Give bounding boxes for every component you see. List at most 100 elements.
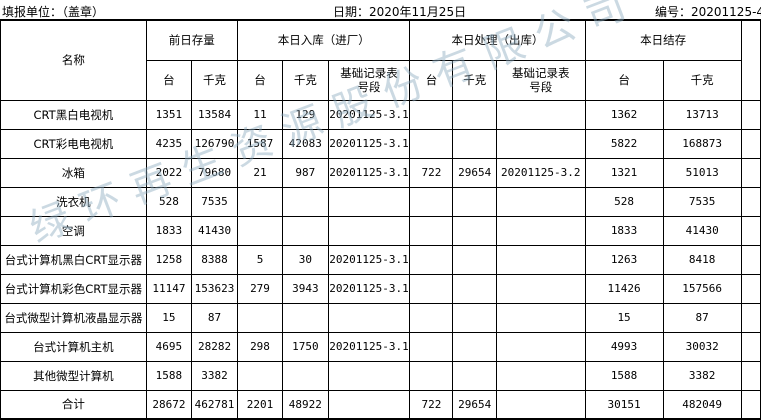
cell-in-kg: 42083 bbox=[282, 128, 329, 159]
cell-name: 台式计算机主机 bbox=[0, 331, 147, 362]
cell-in-record bbox=[327, 186, 411, 217]
table-row: 冰箱 2022 79680 21 987 20201125-3.1 722 29654 2020… bbox=[0, 157, 761, 188]
cell-out-units bbox=[409, 99, 454, 130]
extra-cell bbox=[740, 302, 761, 333]
header-prev-stock: 前日存量 bbox=[145, 19, 238, 61]
header-closing: 本日结存 bbox=[584, 19, 742, 61]
cell-in-units: 2201 bbox=[236, 389, 284, 420]
cell-out-units bbox=[409, 360, 454, 391]
cell-out-kg bbox=[452, 331, 497, 362]
cell-out-units bbox=[409, 244, 454, 275]
table-row: 其他微型计算机 1588 3382 1588 3382 bbox=[0, 360, 761, 391]
extra-column bbox=[740, 19, 761, 101]
cell-out-record bbox=[495, 99, 586, 130]
cell-prev-kg: 87 bbox=[191, 302, 238, 333]
cell-close-kg: 168873 bbox=[662, 128, 742, 159]
table-row: 台式微型计算机液晶显示器 15 87 15 87 bbox=[0, 302, 761, 333]
cell-in-record: 20201125-3.1 bbox=[327, 331, 411, 362]
header-inbound: 本日入库（进厂） bbox=[236, 19, 411, 61]
cell-prev-units: 1258 bbox=[145, 244, 193, 275]
table-row: 空调 1833 41430 1833 41430 bbox=[0, 215, 761, 246]
cell-out-record bbox=[495, 302, 586, 333]
cell-prev-units: 4235 bbox=[145, 128, 193, 159]
cell-prev-units: 1833 bbox=[145, 215, 193, 246]
header-in-units: 台 bbox=[236, 59, 284, 101]
cell-close-kg: 13713 bbox=[662, 99, 742, 130]
cell-in-units: 11 bbox=[236, 99, 284, 130]
cell-name: CRT黑白电视机 bbox=[0, 99, 147, 130]
cell-in-record bbox=[327, 360, 411, 391]
cell-name: 台式计算机黑白CRT显示器 bbox=[0, 244, 147, 275]
cell-in-kg: 30 bbox=[282, 244, 329, 275]
cell-in-units: 298 bbox=[236, 331, 284, 362]
cell-out-kg bbox=[452, 215, 497, 246]
cell-in-kg bbox=[282, 360, 329, 391]
cell-out-record bbox=[495, 360, 586, 391]
cell-in-units bbox=[236, 186, 284, 217]
cell-in-kg: 129 bbox=[282, 99, 329, 130]
extra-cell bbox=[740, 360, 761, 391]
cell-out-record bbox=[495, 244, 586, 275]
header-prev-kg: 千克 bbox=[191, 59, 238, 101]
cell-out-units bbox=[409, 273, 454, 304]
cell-close-kg: 3382 bbox=[662, 360, 742, 391]
cell-out-kg bbox=[452, 186, 497, 217]
form-number-label: 编号：20201125-4.1 bbox=[655, 5, 761, 19]
cell-close-units: 528 bbox=[584, 186, 664, 217]
extra-cell bbox=[740, 215, 761, 246]
table-row: 台式计算机主机 4695 28282 298 1750 20201125-3.1 4993 3… bbox=[0, 331, 761, 362]
cell-prev-kg: 126790 bbox=[191, 128, 238, 159]
cell-in-record bbox=[327, 215, 411, 246]
cell-prev-units: 28672 bbox=[145, 389, 193, 420]
cell-in-units: 21 bbox=[236, 157, 284, 188]
inventory-table: 名称 前日存量 本日入库（进厂） 本日处理（出库） 本日结存 台 千克 台 千克… bbox=[0, 19, 761, 420]
table-row: 台式计算机黑白CRT显示器 1258 8388 5 30 20201125-3.1 1263… bbox=[0, 244, 761, 275]
cell-out-kg: 29654 bbox=[452, 157, 497, 188]
cell-close-kg: 157566 bbox=[662, 273, 742, 304]
cell-prev-units: 528 bbox=[145, 186, 193, 217]
header-name: 名称 bbox=[0, 19, 147, 101]
header-close-units: 台 bbox=[584, 59, 664, 101]
reporting-unit-label: 填报单位：（盖章） bbox=[2, 5, 105, 19]
cell-in-kg bbox=[282, 302, 329, 333]
cell-prev-units: 1351 bbox=[145, 99, 193, 130]
cell-close-units: 5822 bbox=[584, 128, 664, 159]
cell-prev-kg: 153623 bbox=[191, 273, 238, 304]
cell-in-units bbox=[236, 215, 284, 246]
cell-name: 台式微型计算机液晶显示器 bbox=[0, 302, 147, 333]
cell-prev-kg: 3382 bbox=[191, 360, 238, 391]
header-prev-units: 台 bbox=[145, 59, 193, 101]
table-row: CRT黑白电视机 1351 13584 11 129 20201125-3.1 1362 13… bbox=[0, 99, 761, 130]
cell-out-units bbox=[409, 186, 454, 217]
extra-cell bbox=[740, 331, 761, 362]
cell-close-kg: 7535 bbox=[662, 186, 742, 217]
cell-in-kg: 1750 bbox=[282, 331, 329, 362]
cell-name: 其他微型计算机 bbox=[0, 360, 147, 391]
cell-close-kg: 87 bbox=[662, 302, 742, 333]
cell-close-units: 1263 bbox=[584, 244, 664, 275]
cell-out-record: 20201125-3.2 bbox=[495, 157, 586, 188]
cell-close-units: 30151 bbox=[584, 389, 664, 420]
table-row: 台式计算机彩色CRT显示器 11147 153623 279 3943 20201125-… bbox=[0, 273, 761, 304]
cell-out-record bbox=[495, 215, 586, 246]
table-row: 洗衣机 528 7535 528 7535 bbox=[0, 186, 761, 217]
cell-out-kg bbox=[452, 99, 497, 130]
cell-prev-kg: 462781 bbox=[191, 389, 238, 420]
cell-name: 合计 bbox=[0, 389, 147, 420]
cell-in-record: 20201125-3.1 bbox=[327, 99, 411, 130]
cell-out-record bbox=[495, 128, 586, 159]
cell-close-kg: 30032 bbox=[662, 331, 742, 362]
date-label: 日期：2020年11月25日 bbox=[333, 5, 467, 19]
cell-prev-units: 1588 bbox=[145, 360, 193, 391]
form-header: 填报单位：（盖章） 日期：2020年11月25日 编号：20201125-4.1 bbox=[0, 0, 761, 19]
cell-close-units: 1362 bbox=[584, 99, 664, 130]
cell-in-record: 20201125-3.1 bbox=[327, 244, 411, 275]
cell-name: 洗衣机 bbox=[0, 186, 147, 217]
cell-in-units: 5 bbox=[236, 244, 284, 275]
cell-in-units bbox=[236, 302, 284, 333]
cell-in-kg bbox=[282, 215, 329, 246]
cell-out-record bbox=[495, 389, 586, 420]
cell-out-record bbox=[495, 273, 586, 304]
header-out-record: 基础记录表号段 bbox=[495, 59, 586, 101]
cell-prev-kg: 8388 bbox=[191, 244, 238, 275]
